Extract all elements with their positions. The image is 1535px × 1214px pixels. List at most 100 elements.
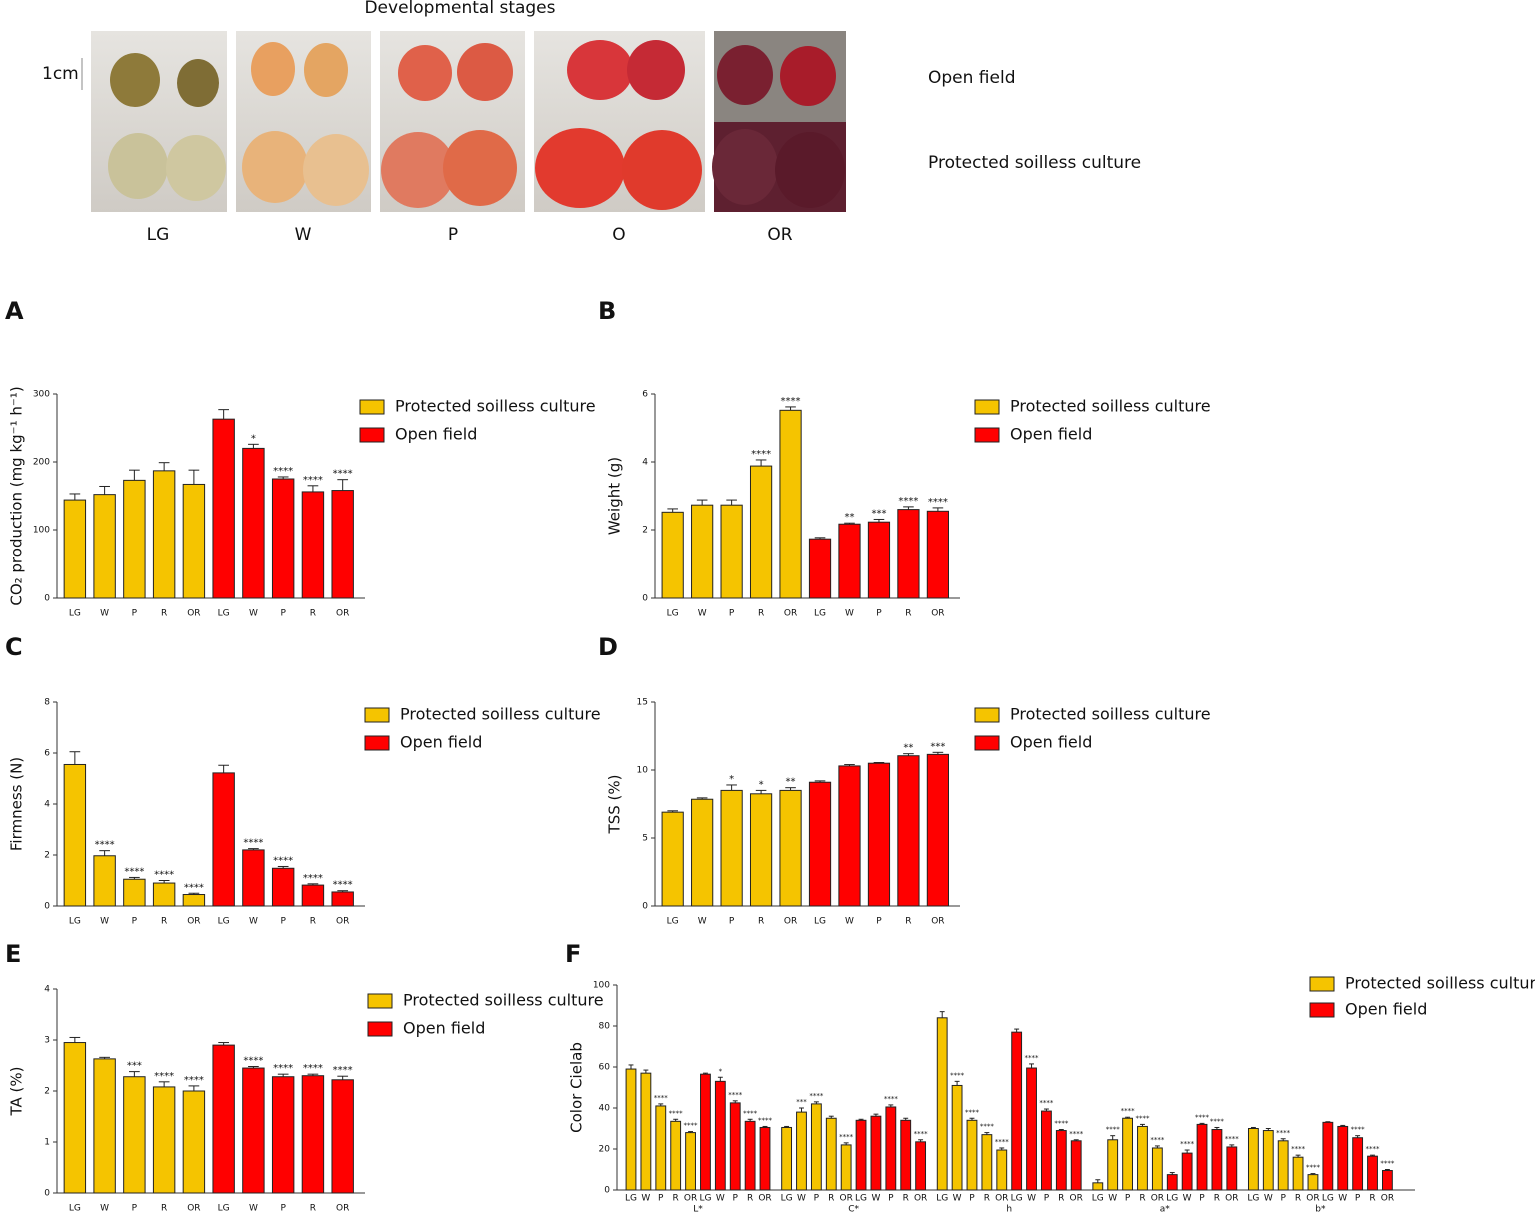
x-tick-label: R — [758, 609, 764, 619]
bar — [1211, 1129, 1223, 1191]
legend-label: Protected soilless culture — [1010, 705, 1211, 724]
x-tick-label: LG — [69, 917, 81, 927]
legend-swatch — [974, 735, 1000, 751]
bar — [1337, 1125, 1349, 1191]
x-tick-label: P — [658, 1194, 664, 1204]
x-tick-label: R — [161, 609, 167, 619]
significance: ** — [903, 743, 913, 754]
bar — [152, 1086, 176, 1194]
legend-swatch — [367, 993, 393, 1009]
bar — [1367, 1155, 1378, 1191]
bar — [749, 465, 773, 599]
x-tick-label: OR — [1306, 1194, 1319, 1204]
y-axis-label: Weight (g) — [606, 457, 624, 535]
legend-label: Protected soilless culture — [1010, 397, 1211, 416]
significance: ** — [844, 512, 854, 523]
significance: **** — [1291, 1145, 1306, 1153]
photos — [81, 31, 846, 212]
bar — [212, 1044, 235, 1194]
x-tick-label: OR — [187, 917, 200, 927]
x-tick-label: P — [280, 917, 286, 927]
bar — [63, 1042, 87, 1194]
bar — [840, 1144, 852, 1191]
bar — [63, 763, 87, 907]
significance: **** — [184, 1075, 204, 1086]
x-tick-label: P — [876, 609, 882, 619]
bar — [625, 1068, 637, 1191]
bar — [779, 409, 802, 599]
bar — [1166, 1174, 1178, 1191]
x-tick-label: LG — [1322, 1194, 1334, 1204]
significance: **** — [1150, 1136, 1165, 1144]
x-tick-label: OR — [1225, 1194, 1238, 1204]
y-tick-label: 20 — [599, 1145, 611, 1155]
x-tick-label: LG — [814, 609, 826, 619]
bar — [242, 849, 265, 907]
x-tick-label: R — [1139, 1194, 1145, 1204]
legend-label: Open field — [1010, 733, 1092, 752]
bar — [691, 504, 714, 599]
y-tick-label: 200 — [33, 458, 50, 468]
bar — [926, 510, 950, 599]
significance: **** — [1069, 1130, 1084, 1138]
legend-label: Protected soilless culture — [400, 705, 601, 724]
x-tick-label: W — [641, 1194, 650, 1204]
bar — [63, 499, 87, 599]
bar — [915, 1141, 927, 1191]
x-tick-label: R — [1214, 1194, 1220, 1204]
significance: *** — [871, 508, 886, 519]
significance: * — [719, 1067, 723, 1075]
bar — [271, 478, 295, 599]
y-tick-label: 0 — [44, 594, 50, 604]
bar — [936, 1017, 948, 1191]
bar — [867, 762, 891, 907]
y-axis-label: CO₂ production (mg kg⁻¹ h⁻¹) — [8, 386, 26, 605]
x-tick-label: OR — [336, 1204, 349, 1214]
x-tick-label: W — [845, 609, 854, 619]
legend-swatch — [364, 707, 390, 723]
bar — [810, 1103, 822, 1191]
significance: **** — [1366, 1145, 1381, 1153]
bar — [1122, 1117, 1133, 1191]
bar — [779, 789, 802, 907]
x-tick-label: R — [161, 1204, 167, 1214]
x-tick-label: R — [1295, 1194, 1301, 1204]
x-tick-label: R — [903, 1194, 909, 1204]
bar — [825, 1117, 837, 1191]
bar — [331, 1079, 354, 1194]
bar — [212, 418, 235, 599]
significance: **** — [1135, 1114, 1150, 1122]
y-tick-label: 0 — [642, 902, 648, 912]
significance: **** — [1039, 1099, 1054, 1107]
bar — [1107, 1139, 1119, 1191]
bar — [152, 882, 176, 907]
x-tick-label: LG — [1166, 1194, 1178, 1204]
x-tick-label: W — [698, 609, 707, 619]
y-tick-label: 0 — [604, 1186, 610, 1196]
bar — [855, 1119, 867, 1191]
bar — [720, 789, 743, 907]
significance: **** — [1276, 1129, 1291, 1137]
y-tick-label: 6 — [44, 749, 50, 759]
significance: **** — [914, 1130, 929, 1138]
bar — [838, 523, 861, 599]
y-tick-label: 100 — [593, 981, 610, 991]
y-tick-label: 80 — [599, 1022, 611, 1032]
significance: **** — [839, 1133, 854, 1141]
y-axis-label: TSS (%) — [606, 775, 624, 835]
x-tick-label: W — [1183, 1194, 1192, 1204]
significance: **** — [1210, 1117, 1225, 1125]
legend-swatch — [974, 427, 1000, 443]
x-tick-label: W — [871, 1194, 880, 1204]
x-tick-label: LG — [936, 1194, 948, 1204]
x-tick-label: LG — [855, 1194, 867, 1204]
x-tick-label: R — [161, 917, 167, 927]
stage-label: W — [295, 225, 312, 245]
significance: **** — [124, 866, 144, 877]
significance: **** — [273, 855, 293, 866]
bar — [1041, 1110, 1052, 1191]
bar — [123, 878, 146, 907]
y-tick-label: 3 — [44, 1036, 50, 1046]
x-tick-label: P — [733, 1194, 739, 1204]
x-tick-label: W — [1027, 1194, 1036, 1204]
